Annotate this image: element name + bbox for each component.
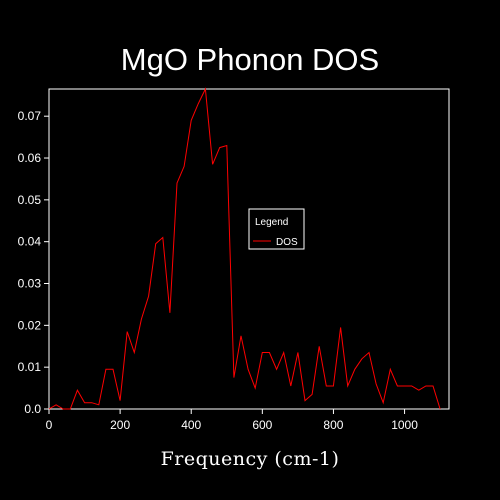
x-axis: 0 200 400 600 800 1000 (46, 409, 418, 432)
x-tick-label: 400 (181, 418, 201, 432)
legend-title: Legend (255, 217, 288, 228)
x-tick-label: 1000 (391, 418, 418, 432)
legend: Legend DOS (248, 208, 305, 250)
y-tick-label: 0.04 (18, 235, 42, 249)
y-tick-label: 0.02 (18, 318, 42, 332)
series-layer (48, 87, 441, 410)
x-tick-label: 800 (323, 418, 343, 432)
x-tick-label: 200 (110, 418, 130, 432)
legend-entry-dos: DOS (276, 237, 298, 248)
series-line-dos (48, 87, 441, 410)
y-tick-label: 0.01 (18, 360, 42, 374)
y-tick-label: 0.03 (18, 277, 42, 291)
y-tick-label: 0.07 (18, 109, 42, 123)
y-tick-label: 0.05 (18, 193, 42, 207)
y-tick-label: 0.06 (18, 151, 42, 165)
x-tick-label: 0 (46, 418, 53, 432)
x-tick-label: 600 (252, 418, 272, 432)
plot-frame (48, 88, 450, 410)
y-tick-label: 0.0 (24, 402, 41, 416)
chart-title: MgO Phonon DOS (121, 42, 379, 77)
y-axis: 0.0 0.01 0.02 0.03 0.04 0.05 0.06 0.07 (18, 109, 49, 416)
legend-box (248, 208, 305, 250)
x-axis-label: Frequency (cm-1) (161, 448, 340, 470)
